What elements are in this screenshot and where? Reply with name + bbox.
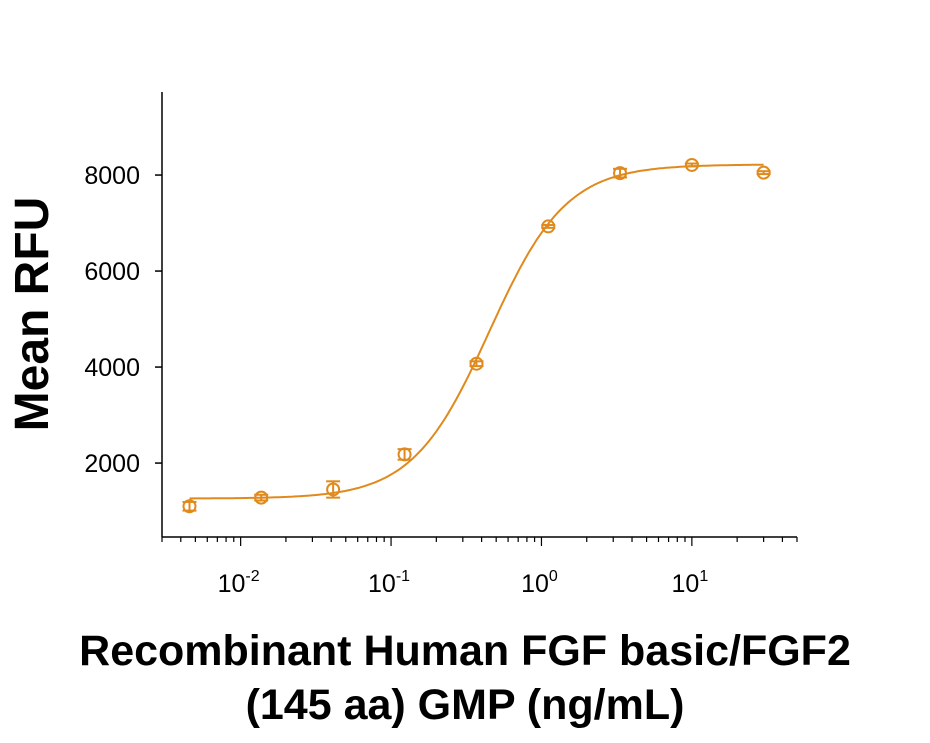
- fit-curve: [189, 163, 764, 500]
- point-marker: [326, 482, 341, 497]
- x-tick-label: 101: [672, 568, 709, 598]
- point-marker: [684, 157, 699, 172]
- y-tick-label: 2000: [84, 450, 140, 478]
- data-point: [397, 447, 412, 462]
- x-tick-label: 10-1: [368, 568, 410, 598]
- point-marker: [182, 499, 197, 514]
- axes: 2000 4000 6000 8000 10-2 10-1 100 101: [84, 92, 798, 598]
- point-marker: [397, 447, 412, 462]
- y-axis-label: Mean RFU: [6, 196, 59, 432]
- data-point: [254, 490, 269, 505]
- data-point: [469, 356, 484, 371]
- y-tick-label: 6000: [84, 258, 140, 286]
- x-tick-label: 100: [521, 568, 558, 598]
- point-marker: [613, 166, 628, 181]
- point-marker: [541, 219, 556, 234]
- data-point: [326, 480, 341, 499]
- point-marker: [756, 165, 771, 180]
- data-point: [613, 166, 628, 181]
- data-point: [756, 165, 771, 180]
- y-tick-label: 8000: [84, 162, 140, 190]
- data-point: [684, 157, 699, 172]
- data-point: [182, 499, 197, 514]
- y-tick-label: 4000: [84, 354, 140, 382]
- x-axis-label-line-1: Recombinant Human FGF basic/FGF2: [79, 627, 851, 675]
- data-point: [541, 219, 556, 234]
- point-marker: [469, 356, 484, 371]
- point-marker: [254, 490, 269, 505]
- x-tick-label: 10-2: [218, 568, 260, 598]
- marks: [182, 157, 771, 514]
- x-axis-label-line-2: (145 aa) GMP (ng/mL): [245, 681, 685, 729]
